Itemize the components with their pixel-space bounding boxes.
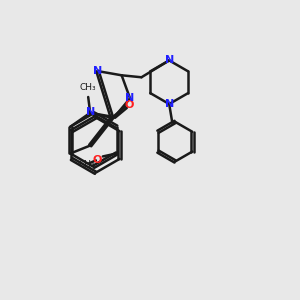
Text: N: N — [165, 56, 174, 65]
Text: N: N — [165, 99, 174, 109]
Text: N: N — [125, 93, 135, 103]
Text: CH₃: CH₃ — [80, 83, 97, 92]
Text: N: N — [85, 107, 95, 117]
Text: O: O — [124, 100, 134, 110]
Text: CH₃: CH₃ — [79, 160, 95, 169]
Text: O: O — [92, 155, 102, 165]
Text: N: N — [93, 66, 102, 76]
